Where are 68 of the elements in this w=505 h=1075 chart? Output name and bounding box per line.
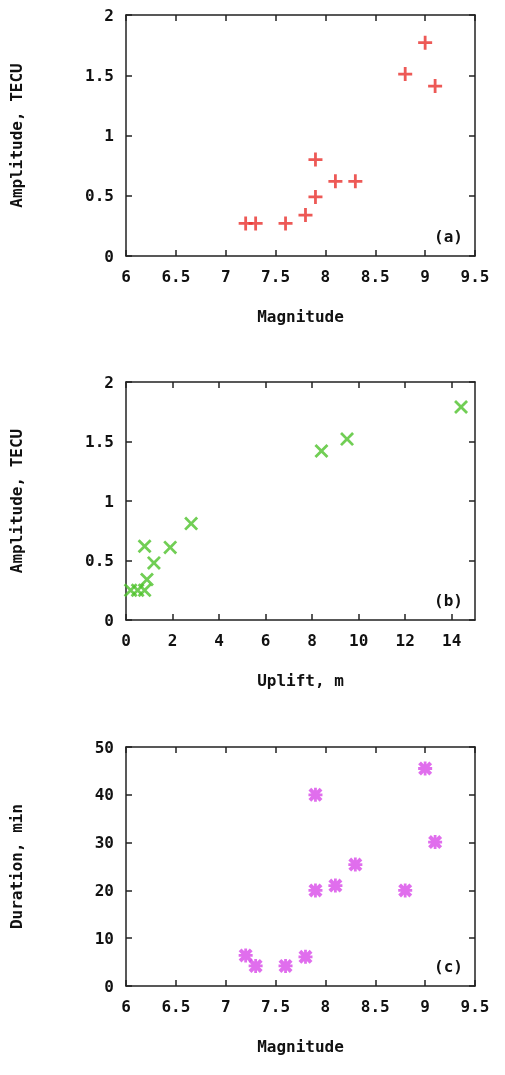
x-tick-label: 8.5 xyxy=(360,996,390,1016)
point xyxy=(308,152,323,167)
point xyxy=(328,174,343,189)
x-tick-label: 2 xyxy=(167,630,178,650)
x-tick-label: 12 xyxy=(395,630,415,650)
y-tick-label: 0 xyxy=(104,976,114,996)
point xyxy=(308,189,323,204)
annotation: (a) xyxy=(434,226,464,246)
y-tick-label: 0 xyxy=(104,610,114,630)
point xyxy=(139,572,154,587)
y-tick-label: 10 xyxy=(94,928,114,948)
x-tick-label: 9.5 xyxy=(460,996,490,1016)
y-axis-title: Duration, min xyxy=(6,803,26,930)
y-tick-label: 1 xyxy=(104,491,114,511)
point xyxy=(137,583,152,598)
x-axis-title: Magnitude xyxy=(257,1036,344,1056)
point xyxy=(418,35,433,50)
y-tick-label: 0.5 xyxy=(85,186,114,206)
x-tick-label: 8.5 xyxy=(360,266,390,286)
x-tick-label: 8 xyxy=(320,266,331,286)
x-tick-label: 6 xyxy=(260,630,271,650)
x-tick-label: 9.5 xyxy=(460,266,490,286)
x-axis-title: Magnitude xyxy=(257,306,344,326)
y-axis-title: Amplitude, TECU xyxy=(6,428,26,574)
point xyxy=(314,444,329,459)
point xyxy=(248,216,263,231)
point xyxy=(278,216,293,231)
x-tick-label: 6 xyxy=(121,266,131,286)
point xyxy=(146,555,161,570)
x-axis-title: Uplift, m xyxy=(257,670,345,690)
x-tick-label: 6.5 xyxy=(161,996,191,1016)
x-tick-label: 10 xyxy=(349,630,369,650)
point xyxy=(454,399,469,414)
y-tick-label: 50 xyxy=(94,737,114,757)
x-tick-label: 7.5 xyxy=(261,266,291,286)
x-tick-label: 4 xyxy=(214,630,224,650)
point xyxy=(298,208,313,223)
y-tick-label: 1 xyxy=(104,126,114,145)
y-tick-label: 0 xyxy=(104,246,114,266)
x-tick-label: 6 xyxy=(121,996,131,1016)
y-axis-title: Amplitude, TECU xyxy=(6,63,26,208)
x-tick-label: 6.5 xyxy=(161,266,191,286)
y-tick-label: 1.5 xyxy=(85,65,114,85)
x-tick-label: 14 xyxy=(442,630,462,650)
point xyxy=(398,67,413,82)
x-tick-label: 7 xyxy=(220,996,231,1016)
annotation: (c) xyxy=(434,956,464,976)
point xyxy=(340,432,355,447)
y-tick-label: 0.5 xyxy=(85,551,114,570)
x-tick-label: 8 xyxy=(320,996,331,1016)
y-tick-label: 1.5 xyxy=(85,432,114,451)
y-tick-label: 30 xyxy=(94,833,114,853)
x-tick-label: 0 xyxy=(121,630,131,650)
x-tick-label: 7.5 xyxy=(261,996,291,1016)
point xyxy=(428,79,443,94)
y-tick-label: 2 xyxy=(104,372,114,392)
point xyxy=(163,540,178,555)
x-tick-label: 8 xyxy=(307,630,317,650)
y-tick-label: 20 xyxy=(94,880,114,900)
y-tick-label: 2 xyxy=(104,5,114,25)
x-tick-label: 7 xyxy=(220,266,231,286)
annotation: (b) xyxy=(434,590,464,610)
point xyxy=(184,516,199,531)
point xyxy=(348,174,363,189)
y-tick-label: 40 xyxy=(94,785,114,805)
x-tick-label: 9 xyxy=(420,996,430,1016)
point xyxy=(137,539,152,554)
x-tick-label: 9 xyxy=(420,266,430,286)
